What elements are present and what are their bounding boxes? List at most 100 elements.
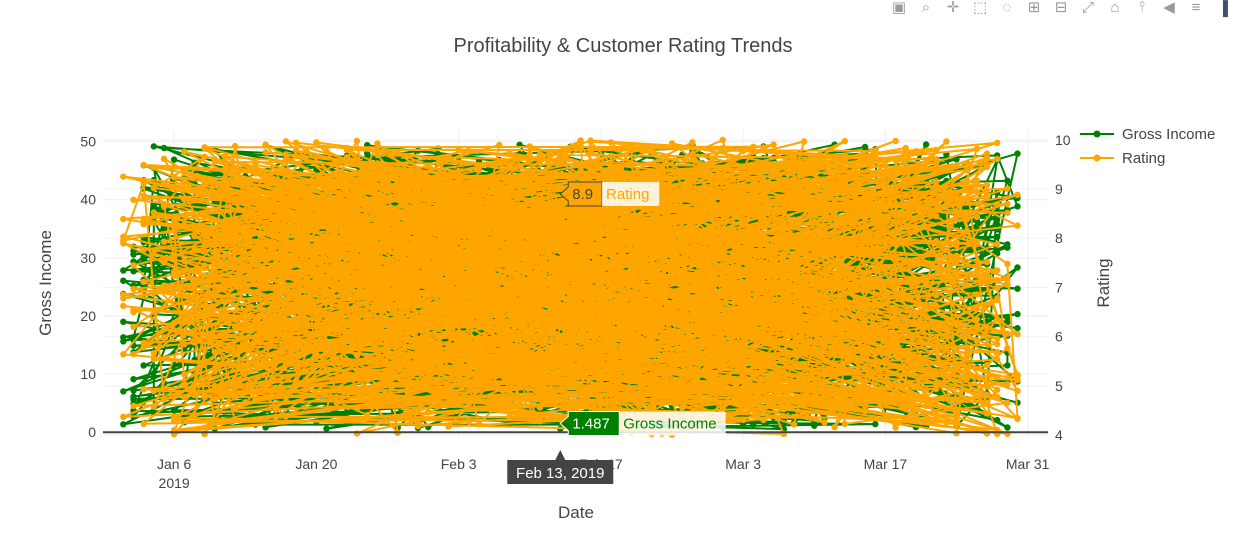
data-point[interactable] xyxy=(983,410,991,417)
data-point[interactable] xyxy=(150,250,157,257)
data-point[interactable] xyxy=(912,192,920,199)
data-point[interactable] xyxy=(313,346,320,353)
data-point[interactable] xyxy=(496,141,503,149)
data-point[interactable] xyxy=(262,385,269,393)
data-point[interactable] xyxy=(790,151,798,159)
data-point[interactable] xyxy=(709,280,716,287)
data-point[interactable] xyxy=(181,179,188,186)
data-point[interactable] xyxy=(425,272,432,280)
data-point[interactable] xyxy=(851,283,859,291)
data-point[interactable] xyxy=(821,339,828,346)
data-point[interactable] xyxy=(272,218,279,226)
data-point[interactable] xyxy=(618,167,625,174)
data-point[interactable] xyxy=(414,318,422,325)
data-point[interactable] xyxy=(272,330,279,337)
data-point[interactable] xyxy=(242,160,249,168)
data-point[interactable] xyxy=(963,216,970,223)
data-point[interactable] xyxy=(526,279,533,286)
data-point[interactable] xyxy=(648,371,655,378)
data-point[interactable] xyxy=(983,318,991,325)
data-point[interactable] xyxy=(770,245,777,253)
data-point[interactable] xyxy=(1014,264,1021,271)
data-point[interactable] xyxy=(150,143,157,150)
data-point[interactable] xyxy=(709,359,716,366)
data-point[interactable] xyxy=(272,406,279,413)
data-point[interactable] xyxy=(882,332,889,339)
data-point[interactable] xyxy=(506,149,513,156)
data-point[interactable] xyxy=(790,179,798,186)
data-point[interactable] xyxy=(963,369,970,377)
data-point[interactable] xyxy=(1014,373,1021,380)
data-point[interactable] xyxy=(1014,415,1021,422)
data-point[interactable] xyxy=(414,208,422,215)
data-point[interactable] xyxy=(252,318,259,325)
data-point[interactable] xyxy=(861,213,869,221)
data-point[interactable] xyxy=(364,170,371,177)
data-point[interactable] xyxy=(333,393,340,401)
data-point[interactable] xyxy=(912,148,920,155)
data-point[interactable] xyxy=(1014,203,1021,210)
data-point[interactable] xyxy=(811,236,818,244)
data-point[interactable] xyxy=(933,213,940,220)
data-point[interactable] xyxy=(963,282,970,289)
data-point[interactable] xyxy=(445,302,452,309)
data-point[interactable] xyxy=(323,175,330,182)
data-point[interactable] xyxy=(892,307,899,315)
data-point[interactable] xyxy=(689,368,696,375)
data-point[interactable] xyxy=(506,174,513,181)
zoom-in-icon[interactable]: ⊞ xyxy=(1027,0,1041,16)
data-point[interactable] xyxy=(292,139,300,146)
data-point[interactable] xyxy=(323,279,330,286)
data-point[interactable] xyxy=(170,393,178,400)
data-point[interactable] xyxy=(201,231,208,238)
data-point[interactable] xyxy=(242,366,249,373)
data-point[interactable] xyxy=(933,335,940,342)
data-point[interactable] xyxy=(292,179,300,187)
data-point[interactable] xyxy=(364,411,371,419)
data-point[interactable] xyxy=(181,330,188,337)
data-point[interactable] xyxy=(800,138,808,145)
data-point[interactable] xyxy=(902,192,909,199)
data-point[interactable] xyxy=(973,337,981,344)
data-point[interactable] xyxy=(587,229,594,236)
data-point[interactable] xyxy=(892,340,899,348)
data-point[interactable] xyxy=(445,263,452,270)
data-point[interactable] xyxy=(800,273,808,280)
data-point[interactable] xyxy=(221,185,229,192)
data-point[interactable] xyxy=(546,192,554,199)
data-point[interactable] xyxy=(425,346,432,354)
data-point[interactable] xyxy=(323,210,330,217)
data-point[interactable] xyxy=(120,338,127,345)
data-point[interactable] xyxy=(170,417,178,425)
data-point[interactable] xyxy=(120,277,127,284)
data-point[interactable] xyxy=(902,350,909,357)
data-point[interactable] xyxy=(485,298,493,305)
data-point[interactable] xyxy=(170,251,178,259)
data-point[interactable] xyxy=(516,226,523,233)
data-point[interactable] xyxy=(679,404,686,411)
data-point[interactable] xyxy=(973,145,981,153)
data-point[interactable] xyxy=(963,228,970,235)
series-rating[interactable] xyxy=(120,136,1021,438)
data-point[interactable] xyxy=(994,356,1001,363)
data-point[interactable] xyxy=(516,383,523,390)
data-point[interactable] xyxy=(587,149,594,156)
data-point[interactable] xyxy=(679,386,686,393)
data-point[interactable] xyxy=(933,146,940,154)
data-point[interactable] xyxy=(252,355,259,363)
data-point[interactable] xyxy=(892,187,899,194)
data-point[interactable] xyxy=(120,240,127,247)
data-point[interactable] xyxy=(709,198,716,205)
data-point[interactable] xyxy=(546,176,554,183)
data-point[interactable] xyxy=(729,273,737,280)
data-point[interactable] xyxy=(618,257,625,264)
data-point[interactable] xyxy=(597,302,605,309)
data-point[interactable] xyxy=(425,374,432,381)
data-point[interactable] xyxy=(973,286,981,293)
data-point[interactable] xyxy=(567,292,574,299)
data-point[interactable] xyxy=(709,247,716,254)
data-point[interactable] xyxy=(191,245,198,252)
data-point[interactable] xyxy=(760,220,767,227)
data-point[interactable] xyxy=(953,252,960,259)
data-point[interactable] xyxy=(465,276,472,284)
